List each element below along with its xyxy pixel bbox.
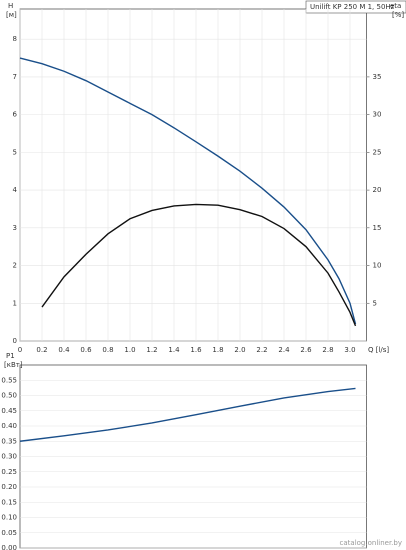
y2-tick-label: 35 [373,73,382,81]
y2-tick-label: 10 [373,262,382,270]
y-tick-label: 6 [13,111,18,119]
y-tick-label: 3 [13,224,17,232]
x-tick-label: 2.4 [278,346,290,354]
series-line [19,57,357,325]
x-tick-label: 3.0 [344,346,355,354]
y-tick-label: 5 [13,148,17,156]
y-tick-label: 7 [13,73,17,81]
y-axis-unit: [м] [6,11,17,19]
y-tick-label: 0.10 [1,514,17,522]
y-tick-label: 0.35 [1,437,17,445]
x-tick-label: 1.6 [190,346,202,354]
y-tick-label: 0.00 [1,544,17,550]
y-tick-label: 0.40 [1,422,17,430]
x-axis-label: Q [l/s] [368,346,389,354]
y-tick-label: 0.15 [1,498,17,506]
x-tick-label: 0.4 [58,346,70,354]
top-frame [19,8,367,342]
x-tick-label: 2.6 [300,346,312,354]
x-tick-label: 2.0 [234,346,245,354]
x-tick-label: 1.0 [124,346,135,354]
y-tick-label: 0.20 [1,483,17,491]
y2-tick-label: 15 [373,224,382,232]
y-tick-label: 1 [13,299,17,307]
y-tick-label: 8 [13,35,17,43]
y-tick-label: 0.30 [1,453,17,461]
y2-tick-label: 5 [373,299,377,307]
x-tick-label: 1.8 [212,346,223,354]
y-tick-label: 2 [13,262,17,270]
y2-tick-label: 20 [373,186,382,194]
y-tick-label: 0.05 [1,529,17,537]
chart-title: Unilift KP 250 M 1, 50Hz [310,3,395,11]
x-tick-label: 1.4 [168,346,180,354]
watermark: catalog.onliner.by [340,539,402,547]
y-tick-label: 0 [13,337,17,345]
x-tick-label: 0.6 [80,346,92,354]
y-axis-unit: [кВт] [4,361,23,369]
series-line [19,387,356,442]
x-tick-label: 1.2 [146,346,157,354]
x-tick-label: 0.2 [36,346,47,354]
x-tick-label: 0.8 [102,346,113,354]
y-tick-label: 0.50 [1,392,17,400]
y2-tick-label: 25 [373,148,382,156]
series-line [41,203,357,327]
y2-tick-label: 30 [373,111,382,119]
y-tick-label: 0.55 [1,376,17,384]
y-tick-label: 4 [13,186,18,194]
y-tick-label: 0.45 [1,407,17,415]
y2-axis-unit: [%] [392,11,404,19]
x-tick-label: 2.8 [322,346,333,354]
y-tick-label: 0.25 [1,468,17,476]
title-box [305,0,406,14]
x-tick-label: 0 [18,346,22,354]
y-axis-label: H [8,2,13,10]
y-axis-label: P1 [6,352,15,360]
x-tick-label: 2.2 [256,346,267,354]
y2-axis-label: eta [390,2,401,10]
